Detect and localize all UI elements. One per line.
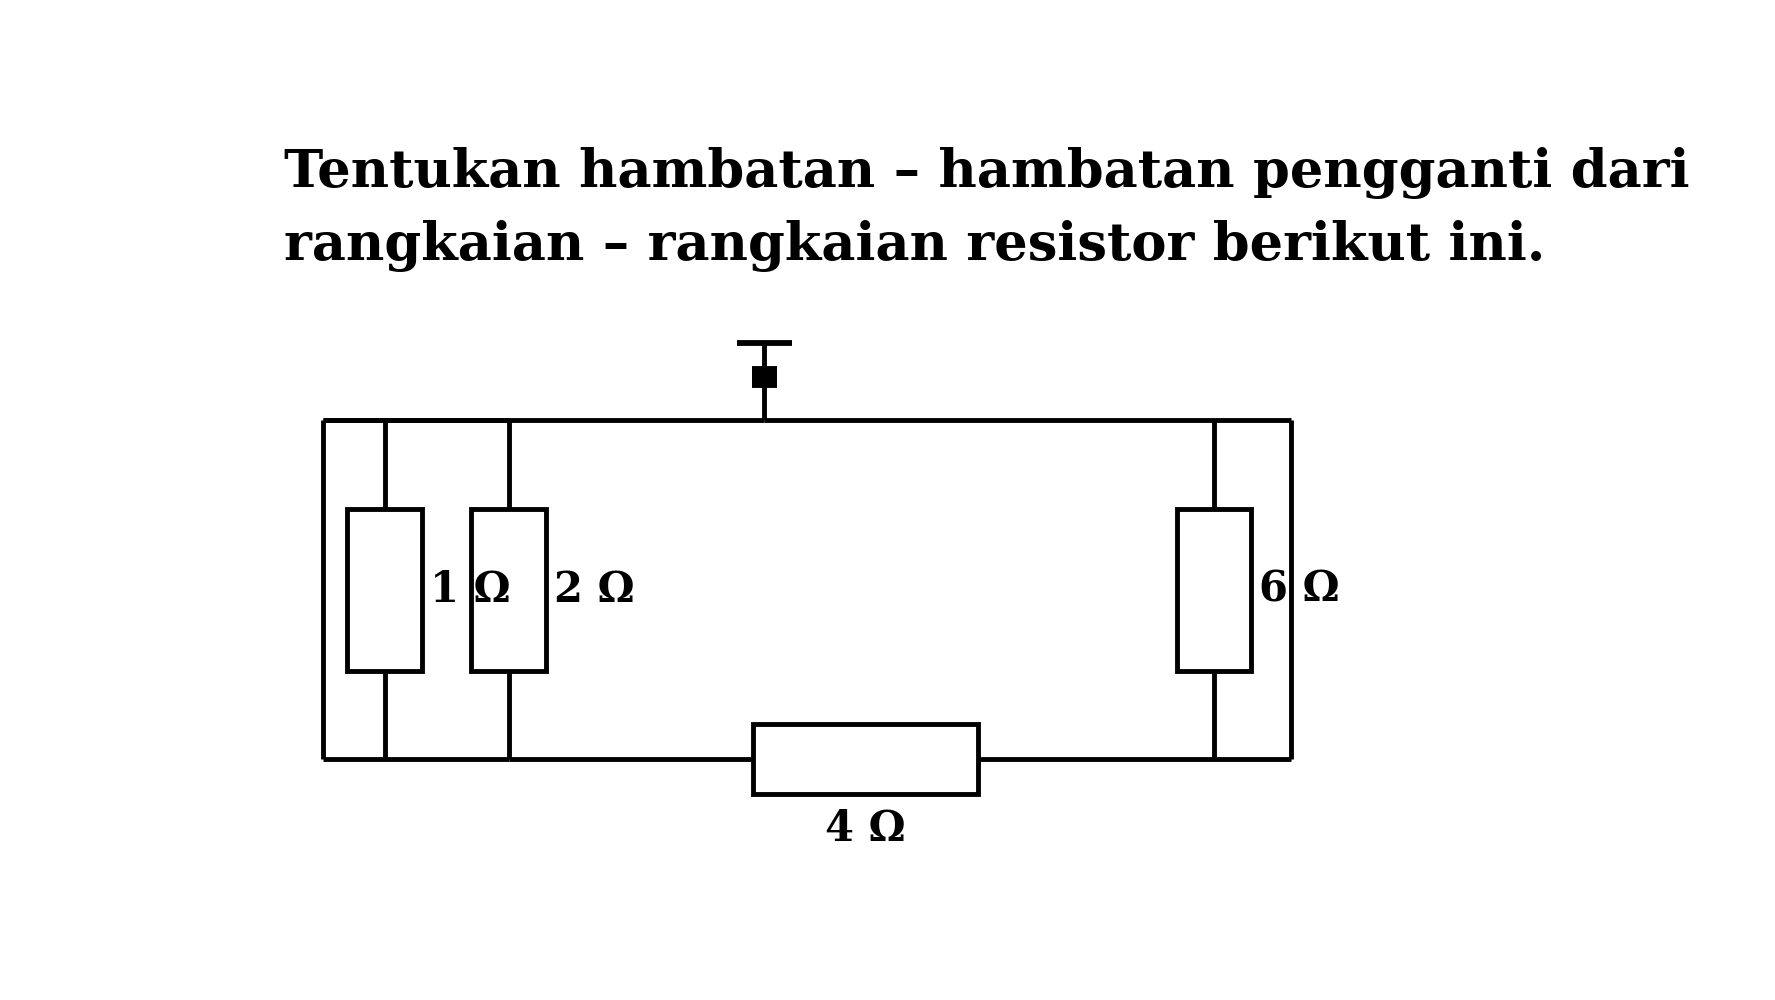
- Bar: [753, 724, 978, 794]
- Text: Tentukan hambatan – hambatan pengganti dari: Tentukan hambatan – hambatan pengganti d…: [284, 147, 1690, 199]
- Text: 2 Ω: 2 Ω: [554, 569, 634, 611]
- Bar: [472, 509, 547, 671]
- Bar: [1177, 509, 1251, 671]
- Text: rangkaian – rangkaian resistor berikut ini.: rangkaian – rangkaian resistor berikut i…: [284, 220, 1544, 272]
- Bar: [348, 509, 422, 671]
- Text: 1 Ω: 1 Ω: [430, 569, 509, 611]
- Text: 4 Ω: 4 Ω: [825, 808, 905, 850]
- Text: 6 Ω: 6 Ω: [1258, 569, 1340, 611]
